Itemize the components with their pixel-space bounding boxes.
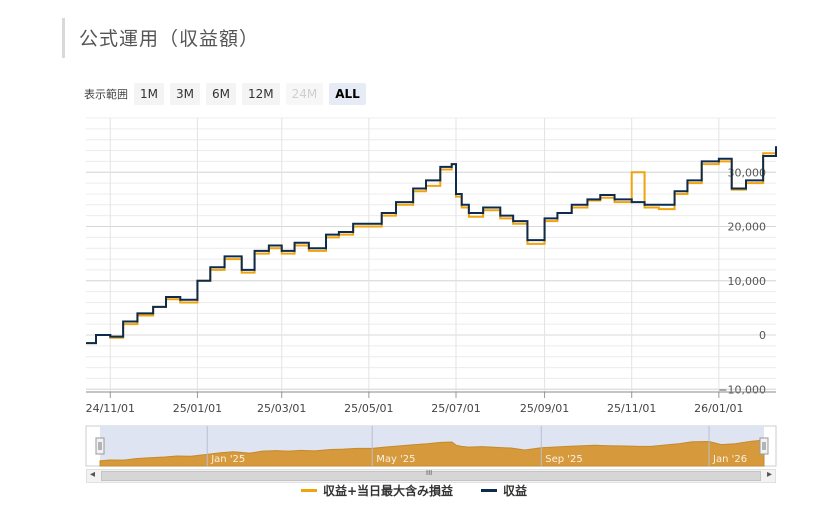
legend-swatch-navy bbox=[481, 489, 498, 492]
horizontal-scrollbar[interactable]: ◂ III ▸ bbox=[86, 469, 776, 483]
navigator-label: May '25 bbox=[376, 454, 415, 465]
x-tick-label: 26/01/01 bbox=[694, 402, 743, 415]
scrollbar-thumb[interactable]: III bbox=[101, 469, 761, 481]
scroll-left-arrow[interactable]: ◂ bbox=[90, 469, 96, 480]
y-tick-label: 0 bbox=[759, 329, 766, 342]
y-tick-label: 30,000 bbox=[728, 166, 767, 179]
series-line-income bbox=[86, 146, 777, 345]
x-tick-label: 25/03/01 bbox=[257, 402, 306, 415]
navigator-frame bbox=[85, 425, 777, 467]
grid-lines bbox=[86, 117, 776, 392]
range-button-6m[interactable]: 6M bbox=[206, 83, 236, 105]
x-tick-label: 25/01/01 bbox=[173, 402, 222, 415]
y-tick-label: 10,000 bbox=[728, 275, 767, 288]
x-tick-label: 25/05/01 bbox=[344, 402, 393, 415]
y-axis: −10,000 0 10,000 20,000 30,000 bbox=[718, 166, 766, 396]
x-tick-label: 24/11/01 bbox=[86, 402, 135, 415]
navigator: Jan '25 May '25 Sep '25 Jan '26 bbox=[85, 425, 777, 467]
range-button-1m[interactable]: 1M bbox=[134, 83, 164, 105]
navigator-selection bbox=[100, 426, 764, 466]
scroll-right-arrow[interactable]: ▸ bbox=[766, 469, 772, 480]
range-button-12m[interactable]: 12M bbox=[242, 83, 280, 105]
x-tick-label: 25/07/01 bbox=[431, 402, 480, 415]
legend-label-income: 収益 bbox=[503, 484, 528, 498]
navigator-handle-right bbox=[759, 437, 769, 455]
navigator-label: Jan '25 bbox=[210, 454, 245, 465]
legend-item-income-plus-floating[interactable]: 収益+当日最大含み損益 bbox=[300, 482, 454, 499]
page-title: 公式運用（収益額） bbox=[79, 28, 260, 50]
x-axis: 24/11/01 25/01/01 25/03/01 25/05/01 25/07/01… bbox=[86, 391, 776, 415]
chart-legend: 収益+当日最大含み損益 収益 bbox=[0, 482, 828, 499]
title-bar: 公式運用（収益額） bbox=[62, 18, 258, 58]
scrollbar-grip-icon: III bbox=[426, 469, 433, 477]
y-tick-label: 20,000 bbox=[728, 221, 767, 234]
range-selector: 表示範囲 1M 3M 6M 12M 24M ALL bbox=[84, 82, 372, 106]
y-tick-label: −10,000 bbox=[718, 383, 766, 396]
navigator-handle-left bbox=[95, 437, 105, 455]
navigator-label: Jan '26 bbox=[712, 454, 747, 465]
x-tick-label: 25/11/01 bbox=[607, 402, 656, 415]
series-lines bbox=[86, 146, 777, 345]
navigator-area bbox=[99, 439, 765, 467]
legend-swatch-orange bbox=[300, 489, 317, 492]
x-tick-label: 25/09/01 bbox=[520, 402, 569, 415]
series-line-income-plus-floating bbox=[86, 146, 777, 345]
legend-item-income[interactable]: 収益 bbox=[481, 482, 527, 499]
range-button-3m[interactable]: 3M bbox=[170, 83, 200, 105]
legend-label-income-plus-floating: 収益+当日最大含み損益 bbox=[322, 484, 454, 498]
navigator-label: Sep '25 bbox=[545, 454, 583, 465]
range-selector-label: 表示範囲 bbox=[84, 88, 128, 101]
range-button-all[interactable]: ALL bbox=[329, 83, 366, 105]
range-button-24m: 24M bbox=[285, 83, 324, 105]
